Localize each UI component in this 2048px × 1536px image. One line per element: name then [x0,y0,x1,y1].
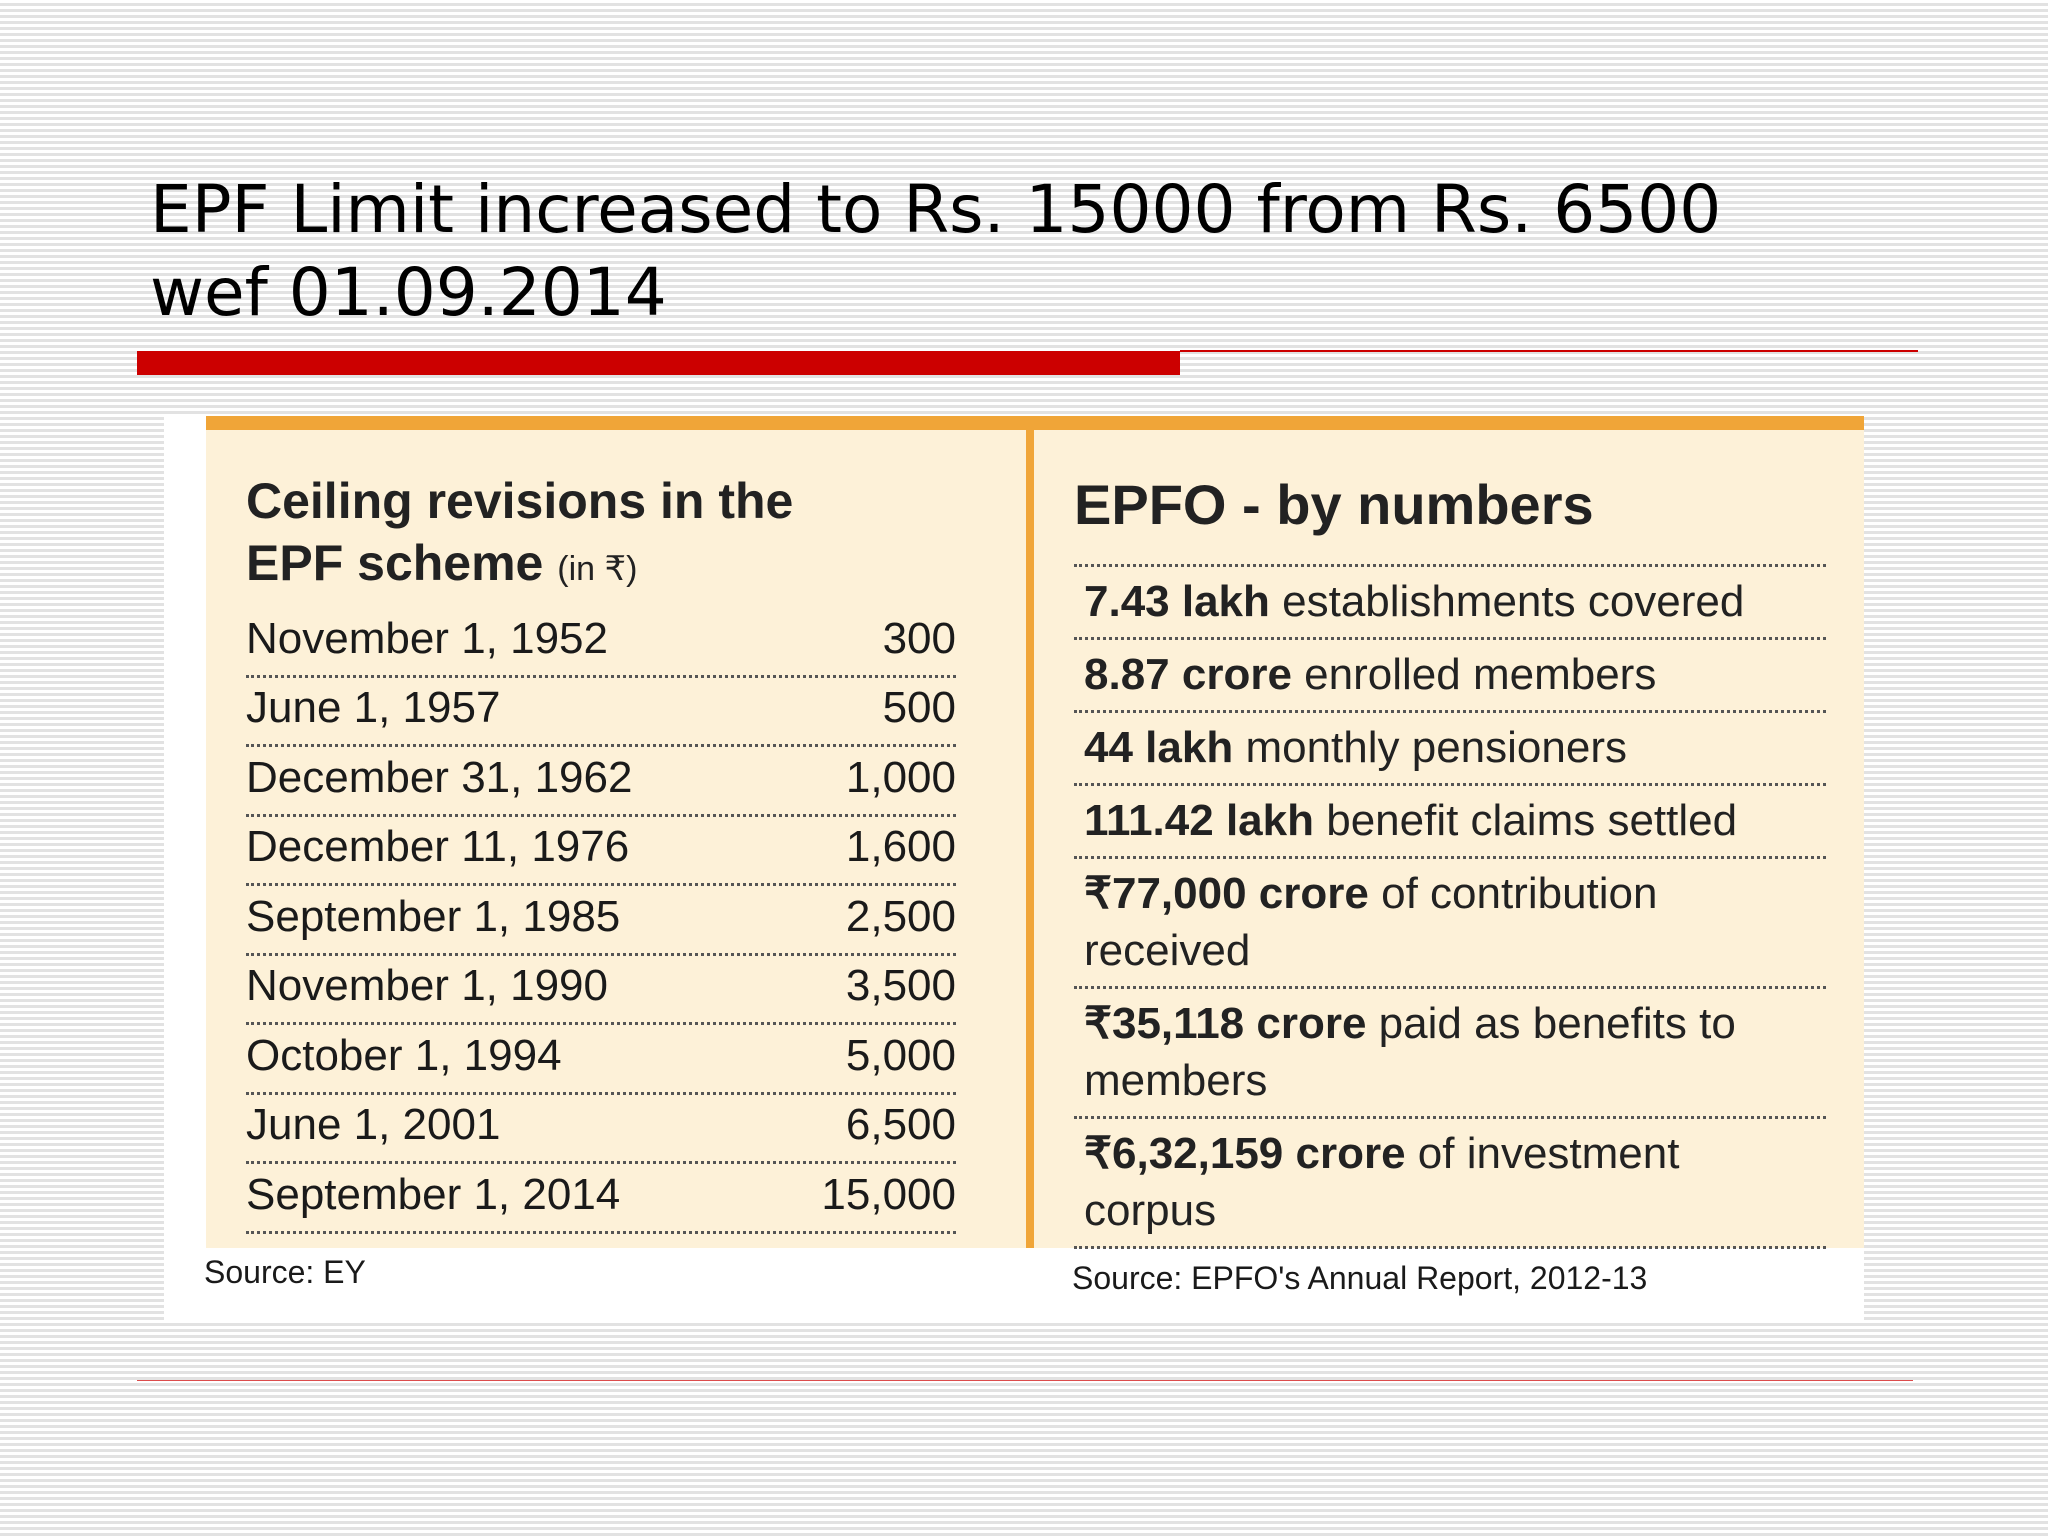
list-item: ₹77,000 crore of contribution received [1074,859,1826,989]
revision-amount: 1,600 [845,822,956,871]
table-row: December 11, 1976 1,600 [246,817,956,886]
stat-figure: 8.87 crore [1084,650,1292,699]
list-item: 8.87 crore enrolled members [1074,640,1826,713]
table-row: October 1, 1994 5,000 [246,1025,956,1095]
ceiling-title-line-1: Ceiling revisions in the [246,473,794,529]
epfo-source-note: Source: EPFO's Annual Report, 2012-13 [1072,1260,1648,1296]
revision-amount: 5,000 [845,1030,956,1080]
table-row: September 1, 1985 2,500 [246,886,956,956]
revision-date: November 1, 1952 [246,613,608,663]
ceiling-source-note: Source: EY [204,1254,366,1290]
slide-title: EPF Limit increased to Rs. 15000 from Rs… [150,168,1910,334]
revision-date: November 1, 1990 [246,961,608,1010]
revision-date: September 1, 1985 [246,891,621,941]
revision-date: December 31, 1962 [246,752,633,802]
table-row: December 31, 1962 1,000 [246,747,956,817]
ceiling-title-line-2: EPF scheme [246,535,544,591]
table-row: June 1, 1957 500 [246,678,956,747]
list-item: 44 lakh monthly pensioners [1074,713,1826,786]
slide-title-line-2: wef 01.09.2014 [150,254,667,331]
revision-date: December 11, 1976 [246,822,630,871]
ceiling-revisions-panel: Ceiling revisions in the EPF scheme (in … [206,416,1026,1248]
table-row: November 1, 1990 3,500 [246,956,956,1025]
revision-amount: 300 [882,613,956,663]
stat-description: monthly pensioners [1233,723,1627,772]
stat-description: benefit claims settled [1314,796,1738,845]
stat-figure: 7.43 lakh [1084,577,1270,626]
revision-date: June 1, 2001 [246,1100,501,1149]
revision-amount: 500 [882,683,956,732]
table-row: September 1, 2014 15,000 [246,1164,956,1234]
list-item: 111.42 lakh benefit claims settled [1074,786,1826,859]
table-row: June 1, 2001 6,500 [246,1095,956,1164]
stat-figure: ₹35,118 crore [1084,999,1367,1048]
stat-description: of investment corpus [1084,1129,1680,1235]
epf-infographic: Ceiling revisions in the EPF scheme (in … [164,416,1864,1320]
currency-unit-note: (in ₹) [557,550,638,588]
ceiling-revisions-title: Ceiling revisions in the EPF scheme (in … [246,470,793,600]
stat-figure: 44 lakh [1084,723,1234,772]
revision-date: October 1, 1994 [246,1030,562,1080]
footer-rule [137,1380,1913,1381]
revision-amount: 6,500 [845,1100,956,1149]
revision-amount: 15,000 [821,1169,956,1219]
slide-title-line-1: EPF Limit increased to Rs. 15000 from Rs… [150,171,1722,248]
stat-description: paid as benefits to members [1084,999,1736,1105]
stat-description: of contribution received [1084,869,1658,975]
title-underline-thick [137,351,1180,375]
table-row: November 1, 1952 300 [246,608,956,678]
stat-description: enrolled members [1291,650,1657,699]
epfo-numbers-title: EPFO - by numbers [1074,473,1594,536]
stat-figure: 111.42 lakh [1084,796,1314,845]
revision-amount: 2,500 [845,891,956,941]
revision-date: September 1, 2014 [246,1169,621,1219]
revision-amount: 1,000 [845,752,956,802]
revision-date: June 1, 1957 [246,683,501,732]
revision-amount: 3,500 [845,961,956,1010]
epfo-numbers-panel: EPFO - by numbers 7.43 lakh establishmen… [1026,416,1864,1249]
stat-description: establishments covered [1269,577,1745,626]
stat-figure: ₹77,000 crore [1084,869,1369,918]
list-item: 7.43 lakh establishments covered [1074,567,1826,640]
ceiling-revisions-table: November 1, 1952 300 June 1, 1957 500 Dece… [246,608,956,1234]
list-item: ₹35,118 crore paid as benefits to member… [1074,989,1826,1119]
epfo-stats-list: 7.43 lakh establishments covered 8.87 cr… [1074,564,1826,1249]
stat-figure: ₹6,32,159 crore [1084,1129,1406,1178]
title-underline-thin [1180,350,1918,352]
list-item: ₹6,32,159 crore of investment corpus [1074,1119,1826,1249]
